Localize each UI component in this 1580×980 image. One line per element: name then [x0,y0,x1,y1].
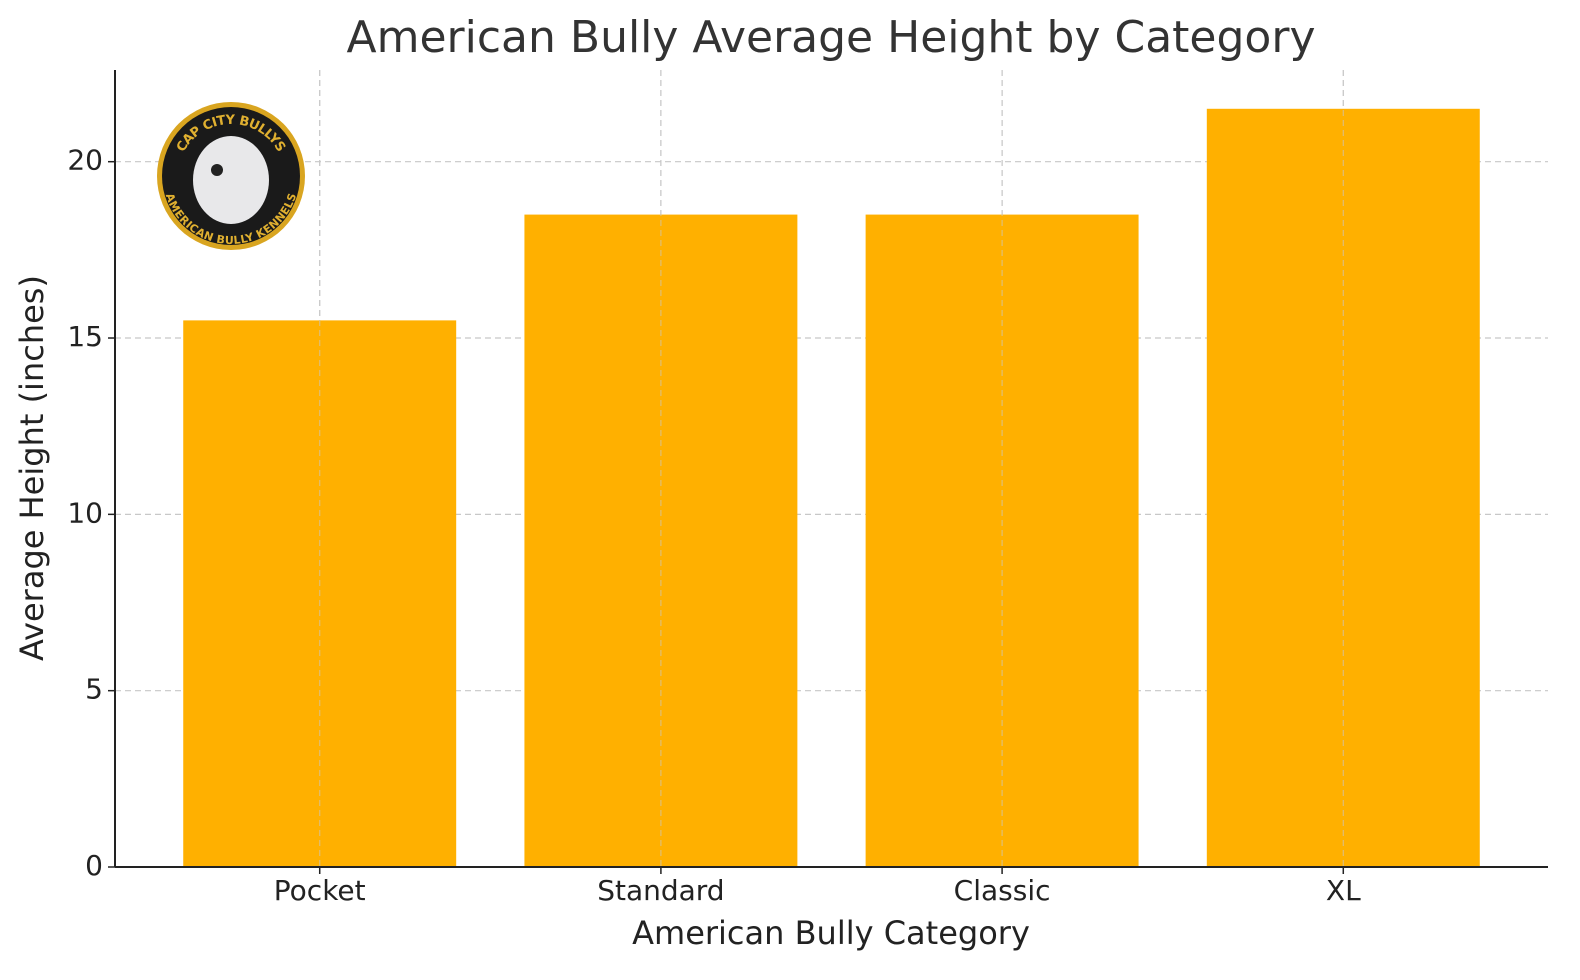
y-tick-label: 10 [67,496,103,529]
logo: CAP CITY BULLYS AMERICAN BULLY KENNELS [157,102,305,250]
axes: 0 5 10 15 20 Pocket Standard Classic XL [67,70,1548,907]
y-tick-label: 15 [67,320,103,353]
y-axis-label: Average Height (inches) [13,275,51,661]
x-tick-label: Pocket [274,874,366,907]
y-tick-label: 0 [85,849,103,882]
y-tick-label: 20 [67,144,103,177]
x-tick-label: XL [1326,874,1361,907]
x-tick-label: Classic [954,874,1051,907]
chart-title: American Bully Average Height by Categor… [347,12,1316,63]
bars [183,70,1480,867]
x-tick-label: Standard [597,874,724,907]
y-tick-label: 5 [85,673,103,706]
logo-dog [193,136,269,224]
x-axis-label: American Bully Category [632,914,1030,952]
logo-dog-eye [211,164,223,176]
